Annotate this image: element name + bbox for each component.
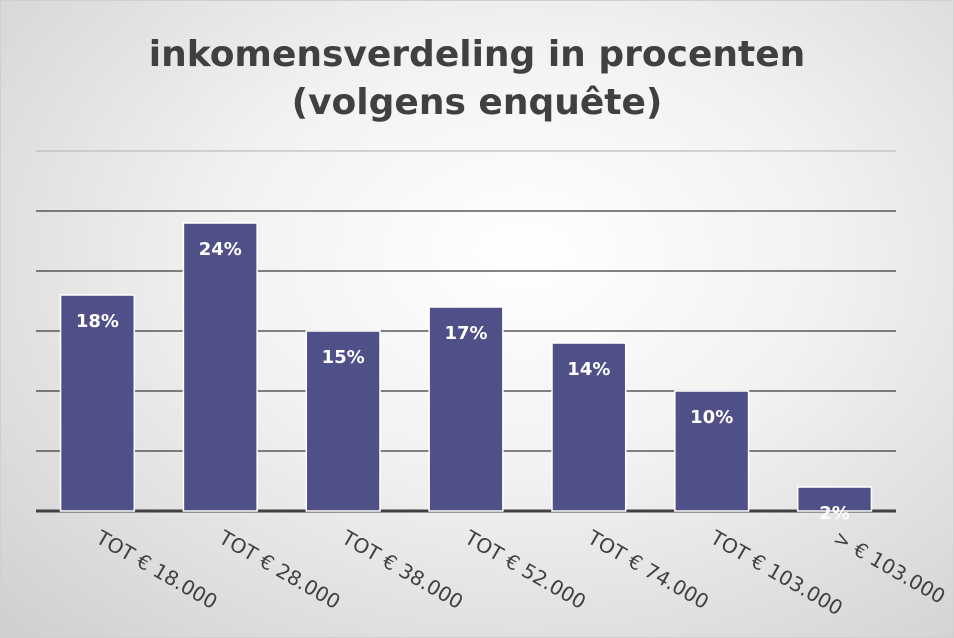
data-label: 24% (199, 239, 242, 260)
data-label: 2% (819, 503, 850, 524)
data-label: 15% (322, 347, 365, 368)
x-tick-label: TOT € 18.000 (91, 525, 221, 614)
data-label: 18% (76, 311, 119, 332)
data-label: 17% (444, 323, 487, 344)
x-tick-label: TOT € 52.000 (460, 525, 590, 614)
bar (796, 486, 873, 512)
chart-title: inkomensverdeling in procenten (volgens … (148, 34, 806, 123)
x-tick-label: TOT € 28.000 (214, 525, 344, 614)
x-tick-label: TOT € 38.000 (337, 525, 467, 614)
bar (305, 330, 381, 512)
bar (428, 306, 504, 512)
x-tick-label: TOT € 74.000 (583, 525, 713, 614)
x-tick-label: > € 103.000 (829, 525, 949, 608)
data-label: 10% (690, 407, 733, 428)
data-label: 14% (567, 359, 610, 380)
bar (59, 294, 136, 512)
x-tick-label: TOT € 103.000 (706, 525, 847, 620)
bar (674, 390, 750, 512)
bar (182, 222, 258, 512)
bar (551, 342, 627, 512)
